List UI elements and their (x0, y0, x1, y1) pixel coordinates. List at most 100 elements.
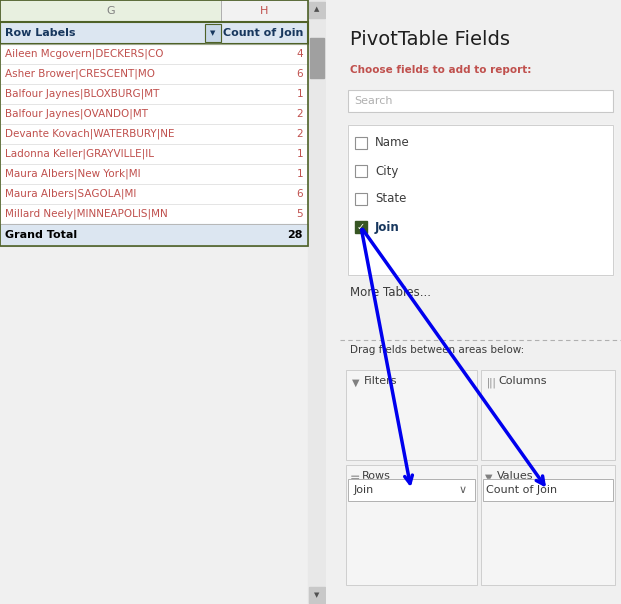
Bar (0, 84, 308, 104)
Text: 5: 5 (296, 209, 303, 219)
Text: Ladonna Keller|GRAYVILLE|IL: Ladonna Keller|GRAYVILLE|IL (5, 149, 154, 159)
Bar (0, 44, 308, 64)
Text: Count of Join: Count of Join (222, 28, 303, 38)
Bar (310, 38, 324, 78)
Text: Count of Join: Count of Join (486, 485, 558, 495)
Bar (309, 587, 325, 603)
Bar (0, 64, 308, 84)
Bar (0, 204, 308, 224)
Text: ▼: ▼ (484, 473, 492, 483)
Bar (308, 0, 326, 604)
Bar (348, 90, 613, 112)
Bar (0, 224, 308, 246)
Text: 2: 2 (296, 109, 303, 119)
Bar (483, 479, 613, 501)
Text: ≡: ≡ (350, 473, 361, 486)
Text: Filters: Filters (364, 376, 397, 386)
Text: Balfour Jaynes|OVANDO|MT: Balfour Jaynes|OVANDO|MT (5, 109, 148, 119)
Text: 1: 1 (296, 149, 303, 159)
Text: Maura Albers|New York|MI: Maura Albers|New York|MI (5, 169, 140, 179)
Text: Row Labels: Row Labels (5, 28, 76, 38)
Bar (0, 144, 308, 164)
Bar (0, 22, 308, 44)
Bar (348, 125, 613, 275)
Bar (205, 24, 221, 42)
Text: Columns: Columns (499, 376, 547, 386)
Text: Join: Join (354, 485, 374, 495)
Bar (0, 64, 308, 84)
Bar (355, 165, 367, 177)
Text: 1: 1 (296, 169, 303, 179)
Bar (0, 164, 308, 184)
Text: Choose fields to add to report:: Choose fields to add to report: (350, 65, 532, 75)
Bar (481, 370, 615, 460)
Bar (346, 370, 476, 460)
Bar (481, 370, 615, 460)
Text: Name: Name (375, 137, 410, 150)
Bar (483, 479, 613, 501)
Text: |||: ||| (486, 378, 496, 388)
Bar (0, 84, 308, 104)
Text: Search: Search (354, 96, 392, 106)
Bar (355, 137, 367, 149)
Bar (0, 204, 308, 224)
Bar (355, 193, 367, 205)
Bar (355, 221, 367, 233)
Text: Maura Albers|SAGOLA|MI: Maura Albers|SAGOLA|MI (5, 188, 137, 199)
Bar (0, 124, 308, 144)
Bar (481, 465, 615, 585)
Bar (0, 164, 308, 184)
Text: Asher Brower|CRESCENT|MO: Asher Brower|CRESCENT|MO (5, 69, 155, 79)
Bar (346, 370, 476, 460)
Text: ▼: ▼ (211, 30, 215, 36)
Text: ✓: ✓ (357, 222, 365, 232)
Bar (348, 125, 613, 275)
Bar (0, 44, 308, 64)
Bar (355, 193, 367, 205)
Bar (0, 104, 308, 124)
Text: Join: Join (375, 220, 400, 234)
Text: ▼: ▼ (352, 378, 360, 388)
Text: Balfour Jaynes|BLOXBURG|MT: Balfour Jaynes|BLOXBURG|MT (5, 89, 160, 99)
Bar (0, 224, 308, 246)
Bar (346, 465, 476, 585)
Text: 28: 28 (288, 230, 303, 240)
Bar (0, 0, 221, 22)
Text: ▼: ▼ (314, 592, 320, 598)
Bar (355, 137, 367, 149)
Bar (0, 22, 308, 44)
Text: 6: 6 (296, 189, 303, 199)
Bar (0, 184, 308, 204)
Text: Aileen Mcgovern|DECKERS|CO: Aileen Mcgovern|DECKERS|CO (5, 49, 163, 59)
Text: 4: 4 (296, 49, 303, 59)
Bar (346, 465, 476, 585)
Bar (0, 0, 221, 22)
Bar (0, 144, 308, 164)
Text: Rows: Rows (362, 471, 391, 481)
Bar (481, 465, 615, 585)
Bar (221, 0, 308, 22)
Text: Values: Values (497, 471, 533, 481)
Bar (309, 2, 325, 18)
Bar (355, 165, 367, 177)
Text: 6: 6 (296, 69, 303, 79)
Bar (348, 90, 613, 112)
Bar (0, 184, 308, 204)
Text: Drag fields between areas below:: Drag fields between areas below: (350, 345, 524, 355)
Text: 1: 1 (296, 89, 303, 99)
Text: H: H (260, 6, 269, 16)
Bar (0, 104, 308, 124)
Text: State: State (375, 193, 406, 205)
Bar (0, 124, 308, 144)
Bar (221, 0, 308, 22)
Text: More Tables...: More Tables... (350, 286, 431, 300)
Text: Devante Kovach|WATERBURY|NE: Devante Kovach|WATERBURY|NE (5, 129, 175, 140)
Text: PivotTable Fields: PivotTable Fields (350, 30, 510, 49)
Text: Grand Total: Grand Total (5, 230, 77, 240)
Text: City: City (375, 164, 399, 178)
Bar (348, 479, 474, 501)
Bar (205, 24, 221, 42)
Text: ▲: ▲ (314, 6, 320, 12)
Bar (348, 479, 474, 501)
Text: 2: 2 (296, 129, 303, 139)
